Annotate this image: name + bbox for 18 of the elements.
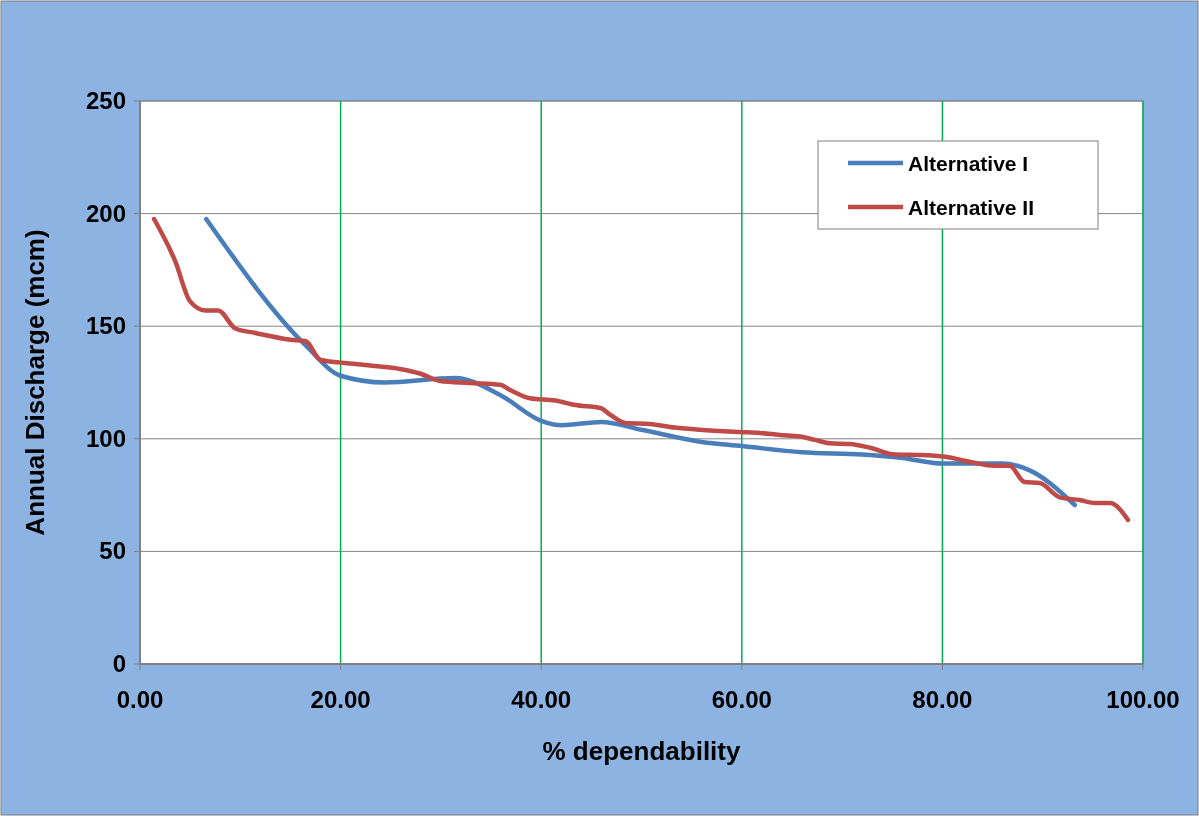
line-series xyxy=(203,216,1078,508)
x-tick-label: 0.00 xyxy=(116,686,164,713)
x-tick-label: 60.00 xyxy=(711,686,772,713)
x-tick-label: 80.00 xyxy=(912,686,973,713)
y-tick-label: 0 xyxy=(112,650,126,677)
y-tick-label: 50 xyxy=(99,537,126,565)
y-tick-label: 100 xyxy=(85,424,126,452)
line-series xyxy=(151,216,1131,523)
y-axis-title: Annual Discharge (mcm) xyxy=(20,229,50,536)
x-tick-label: 20.00 xyxy=(310,686,371,713)
y-tick-label: 250 xyxy=(85,87,126,114)
x-axis-title: % dependability xyxy=(542,736,741,766)
y-tick-label: 150 xyxy=(85,312,126,340)
x-tick-label: 40.00 xyxy=(511,686,572,713)
legend-label: Alternative I xyxy=(908,152,1029,175)
legend-label: Alternative II xyxy=(908,196,1035,219)
x-tick-label: 100.00 xyxy=(1106,686,1180,713)
y-tick-label: 200 xyxy=(85,199,126,227)
